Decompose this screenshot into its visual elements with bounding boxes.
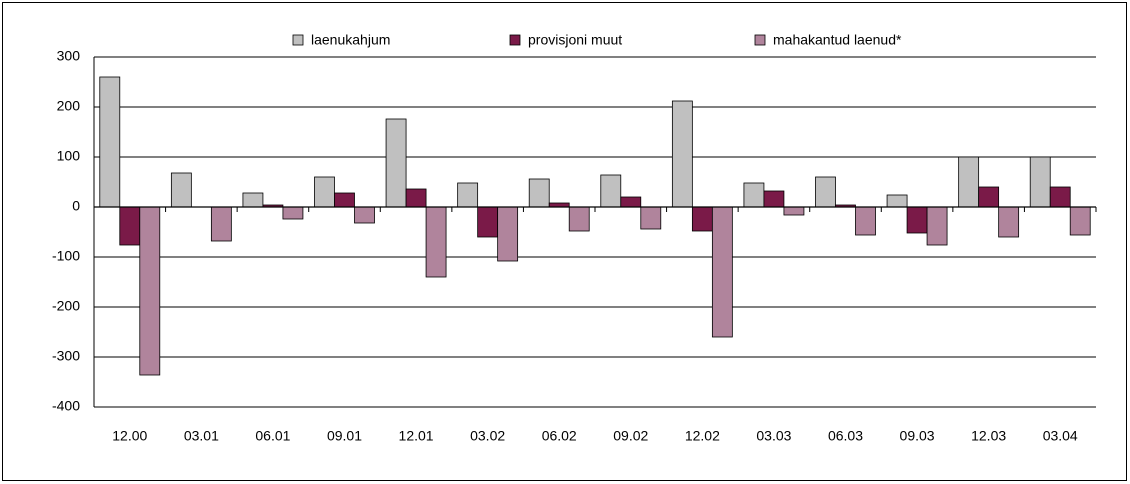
x-tick-label: 06.01 <box>255 428 290 444</box>
bar <box>282 206 304 220</box>
bar <box>906 206 928 234</box>
bar <box>600 174 622 208</box>
y-tick-label: -200 <box>52 298 80 314</box>
bar <box>783 206 805 216</box>
y-tick-label: 300 <box>57 48 81 64</box>
bar <box>978 186 1000 208</box>
x-tick-label: 03.04 <box>1043 428 1078 444</box>
x-tick-label: 03.02 <box>470 428 505 444</box>
x-tick-label: 09.02 <box>613 428 648 444</box>
x-tick-label: 06.02 <box>542 428 577 444</box>
bar <box>99 76 121 208</box>
legend-marker <box>292 34 304 46</box>
bar <box>568 206 590 232</box>
bar <box>354 206 375 224</box>
bar <box>425 206 447 278</box>
bar <box>139 206 161 376</box>
y-tick-label: -400 <box>52 398 80 414</box>
bar <box>926 206 948 246</box>
bar <box>242 192 264 208</box>
x-tick-label: 09.01 <box>327 428 362 444</box>
bar <box>998 206 1020 238</box>
y-tick-label: 0 <box>72 198 80 214</box>
y-tick-label: 200 <box>57 98 81 114</box>
x-tick-label: 06.03 <box>828 428 863 444</box>
x-tick-label: 09.03 <box>900 428 935 444</box>
bar <box>886 194 908 208</box>
legend-label: provisjoni muut <box>528 32 622 48</box>
bar <box>497 206 519 262</box>
legend-marker <box>509 34 521 46</box>
bar <box>170 172 192 208</box>
bar <box>1029 156 1051 208</box>
bar <box>314 176 335 208</box>
bar <box>763 190 785 208</box>
bar <box>457 182 479 208</box>
bar <box>691 206 713 232</box>
bar <box>640 206 662 230</box>
legend-label: laenukahjum <box>311 32 390 48</box>
x-tick-label: 12.02 <box>685 428 720 444</box>
legend-marker <box>754 34 766 46</box>
y-tick-label: -100 <box>52 248 80 264</box>
bar <box>1069 206 1091 236</box>
bar <box>1049 186 1071 208</box>
x-tick-label: 12.01 <box>399 428 434 444</box>
bar <box>958 156 980 208</box>
x-tick-label: 12.03 <box>971 428 1006 444</box>
y-tick-label: 100 <box>57 148 81 164</box>
bar <box>477 206 499 238</box>
bar <box>385 118 407 208</box>
bar <box>671 100 693 208</box>
legend-label: mahakantud laenud* <box>773 32 902 48</box>
bar <box>711 206 733 338</box>
y-tick-label: -300 <box>52 348 80 364</box>
bar <box>815 176 836 208</box>
bar <box>119 206 141 246</box>
x-tick-label: 12.00 <box>112 428 147 444</box>
bar <box>743 182 765 208</box>
x-tick-label: 03.01 <box>184 428 219 444</box>
bar <box>620 196 642 208</box>
bar <box>210 206 232 242</box>
bar <box>405 188 427 208</box>
x-tick-label: 03.03 <box>756 428 791 444</box>
bar <box>334 192 355 208</box>
bar <box>528 178 550 208</box>
bar <box>855 206 876 236</box>
